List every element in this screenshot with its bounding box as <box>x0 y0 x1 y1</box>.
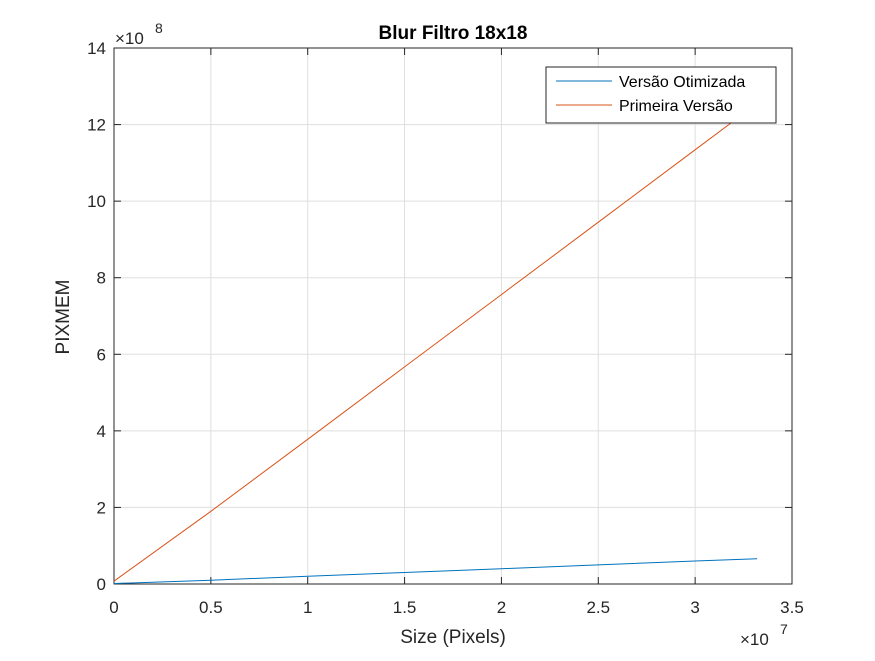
y-multiplier: ×10 8 <box>115 20 163 48</box>
y-tick-label: 12 <box>87 116 106 135</box>
y-multiplier-base: ×10 <box>115 29 144 48</box>
y-tick-label: 2 <box>97 498 106 517</box>
x-tick-label: 1.5 <box>393 598 417 617</box>
y-tick-label: 14 <box>87 39 106 58</box>
series-line-first <box>113 103 758 582</box>
x-tick-label: 3.5 <box>780 598 804 617</box>
x-axis-label: Size (Pixels) <box>400 627 506 648</box>
x-multiplier-exponent: 7 <box>780 621 788 637</box>
y-multiplier-exponent: 8 <box>155 20 163 36</box>
x-tick-label: 2.5 <box>586 598 610 617</box>
series-line-optimized <box>113 558 758 585</box>
x-tick-label: 2 <box>497 598 506 617</box>
y-axis-label: PIXMEM <box>53 280 74 355</box>
axes-box <box>113 47 793 585</box>
legend-label-first: Primeira Versão <box>619 98 733 115</box>
y-tick-label: 6 <box>97 345 106 364</box>
chart-title: Blur Filtro 18x18 <box>379 23 528 44</box>
y-tick-label: 10 <box>87 192 106 211</box>
plot-area: 0 0.5 1 1.5 2 2.5 3 3.5 0 2 4 6 8 10 12 14 <box>87 39 804 617</box>
x-multiplier: ×10 7 <box>740 621 788 649</box>
legend-label-optimized: Versão Otimizada <box>619 74 745 91</box>
legend: Versão Otimizada Primeira Versão <box>545 66 777 124</box>
x-tick-label: 3 <box>690 598 699 617</box>
x-tick-label: 1 <box>303 598 312 617</box>
y-tick-label: 4 <box>97 422 106 441</box>
y-tick-label: 8 <box>97 269 106 288</box>
y-tick-label: 0 <box>97 575 106 594</box>
legend-box <box>545 66 777 124</box>
x-multiplier-base: ×10 <box>740 630 769 649</box>
x-tick-label: 0.5 <box>199 598 223 617</box>
x-tick-label: 0 <box>109 598 118 617</box>
